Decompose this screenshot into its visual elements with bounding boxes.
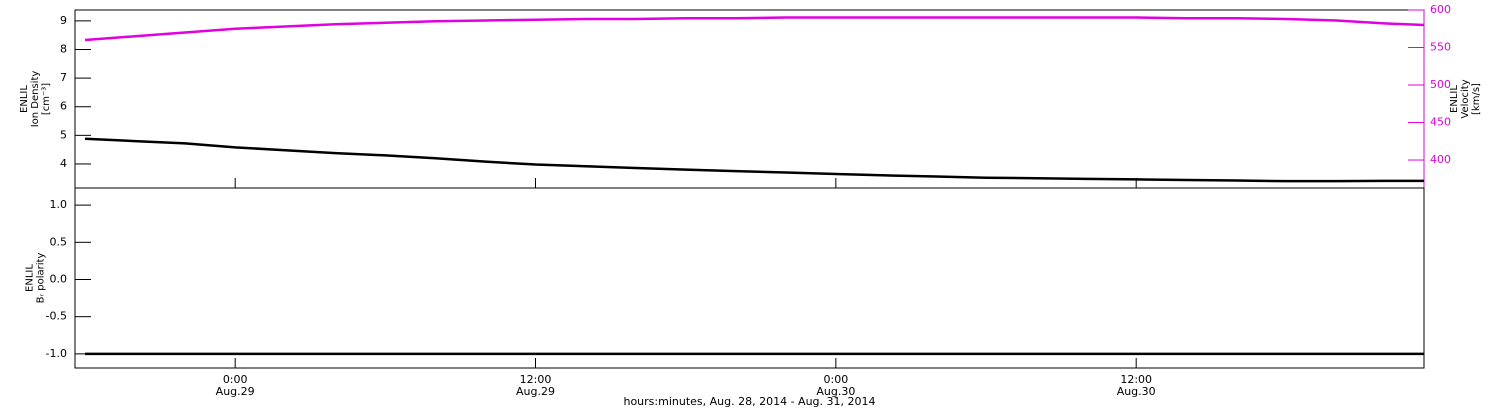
x-tick-label: 12:00 — [1120, 373, 1152, 386]
y-tick-label: 6 — [60, 100, 67, 113]
y-tick-label: -0.5 — [46, 310, 67, 323]
x-tick-label: 0:00 — [223, 373, 248, 386]
y-tick-label: 5 — [60, 128, 67, 141]
y-axis-label: Bᵣ polarity — [36, 253, 47, 304]
y2-axis-label: Velocity — [1460, 79, 1471, 118]
y-tick-label: 0.5 — [50, 235, 68, 248]
y-axis-label: Ion Density — [30, 71, 41, 128]
y2-axis-label: [km/s] — [1471, 83, 1482, 115]
y-axis-label: ENLIL — [25, 264, 36, 292]
y-tick-label: 8 — [60, 42, 67, 55]
y-tick-label: 9 — [60, 14, 67, 27]
x-tick-date: Aug.29 — [516, 385, 555, 398]
y-axis-label: [cm⁻³] — [41, 83, 52, 115]
y-tick-label: 1.0 — [50, 198, 68, 211]
plot-frame — [74, 9, 1425, 189]
y2-tick-label: 550 — [1430, 41, 1451, 54]
x-axis-label: hours:minutes, Aug. 28, 2014 - Aug. 31, … — [623, 395, 875, 408]
x-tick-label: 12:00 — [520, 373, 552, 386]
data-line — [84, 137, 1424, 183]
y-axis-label: ENLIL — [19, 85, 30, 113]
y-tick-label: 7 — [60, 71, 67, 84]
y-tick-label: 4 — [60, 157, 67, 170]
x-tick-label: 0:00 — [823, 373, 848, 386]
plot-frame — [74, 187, 1425, 369]
x-tick-date: Aug.30 — [816, 385, 855, 398]
y2-tick-label: 450 — [1430, 116, 1451, 129]
data-line — [84, 16, 1425, 42]
x-tick-date: Aug.29 — [216, 385, 255, 398]
y-tick-label: 0.0 — [50, 272, 68, 285]
y2-tick-label: 600 — [1430, 3, 1451, 16]
y2-tick-label: 400 — [1430, 153, 1451, 166]
y-tick-label: -1.0 — [46, 347, 67, 360]
y2-tick-label: 500 — [1430, 78, 1451, 91]
y2-axis-label: ENLIL — [1449, 85, 1460, 113]
x-tick-date: Aug.30 — [1117, 385, 1156, 398]
